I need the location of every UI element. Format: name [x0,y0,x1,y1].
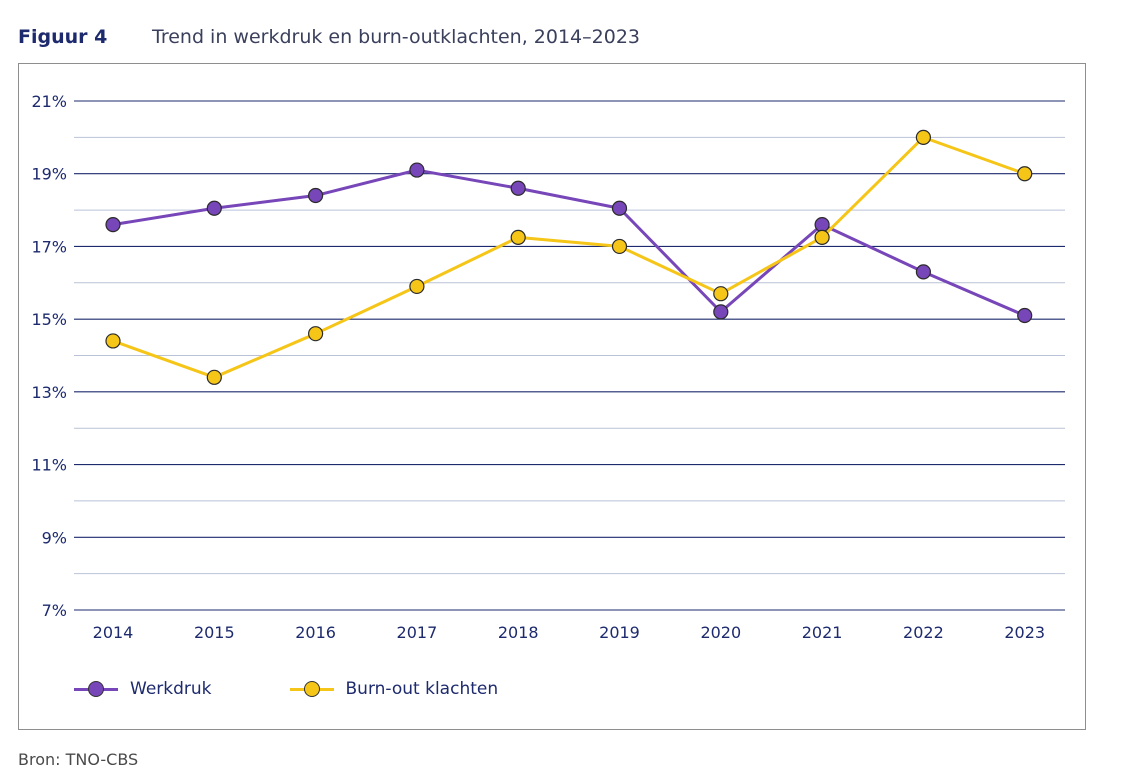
x-tick-label: 2016 [295,623,336,642]
y-tick-label: 17% [31,237,67,256]
x-tick-label: 2014 [93,623,134,642]
legend-label-burnout: Burn-out klachten [345,679,499,699]
data-point-werkdruk [713,304,729,320]
x-tick-label: 2019 [599,623,640,642]
data-point-werkdruk [814,217,830,233]
x-tick-label: 2018 [498,623,539,642]
y-tick-label: 19% [31,165,67,184]
legend-marker-werkdruk [74,679,118,699]
x-tick-label: 2017 [397,623,438,642]
x-axis-ticks: 2014 2015 2016 2017 2018 2019 2020 2021 2022 2023 [93,623,1045,642]
x-tick-label: 2022 [903,623,944,642]
legend-marker-burnout [289,679,334,699]
data-point-burnout [814,229,830,245]
y-tick-label: 15% [31,310,67,329]
data-point-burnout [611,238,628,255]
y-axis-ticks: 7% 9% 11% 13% 15% 17% 19% 21% [31,92,67,620]
x-tick-label: 2020 [700,623,741,642]
data-point-burnout [510,229,526,245]
data-point-werkdruk [510,180,526,196]
data-point-werkdruk [1017,307,1033,324]
y-tick-label: 7% [42,601,67,620]
series-line-werkdruk [112,168,1026,317]
figure-label: Figuur 4 [18,26,108,48]
data-point-burnout [713,286,729,302]
x-tick-label: 2015 [194,623,235,642]
figure-header: Figuur 4 Trend in werkdruk en burn-outkl… [18,22,640,52]
source-note: Bron: TNO-CBS [18,750,139,769]
y-tick-label: 9% [42,528,67,547]
data-point-burnout [308,326,324,342]
legend-item-werkdruk: Werkdruk [74,679,212,699]
series-points [105,129,1033,385]
gridlines [74,100,1065,611]
data-point-burnout [1017,166,1033,182]
data-point-werkdruk [611,200,628,216]
legend-item-burnout: Burn-out klachten [289,679,499,699]
series-line-burnout [112,135,1026,379]
data-point-werkdruk [915,264,932,280]
data-point-burnout [409,278,425,295]
y-tick-label: 13% [31,383,67,402]
data-point-burnout [915,129,932,145]
y-tick-label: 21% [31,92,67,111]
data-point-werkdruk [308,187,324,204]
legend-label-werkdruk: Werkdruk [130,679,212,699]
data-point-werkdruk [105,217,121,233]
data-point-werkdruk [409,162,425,178]
data-point-burnout [105,333,121,349]
x-tick-label: 2023 [1004,623,1045,642]
data-point-burnout [206,369,222,385]
data-point-werkdruk [206,200,222,216]
y-tick-label: 11% [31,456,67,475]
x-tick-label: 2021 [802,623,843,642]
series-lines [112,135,1026,379]
chart-title: Trend in werkdruk en burn-outklachten, 2… [152,26,640,48]
chart-frame [18,63,1086,730]
legend: Werkdruk Burn-out klachten [74,676,576,702]
